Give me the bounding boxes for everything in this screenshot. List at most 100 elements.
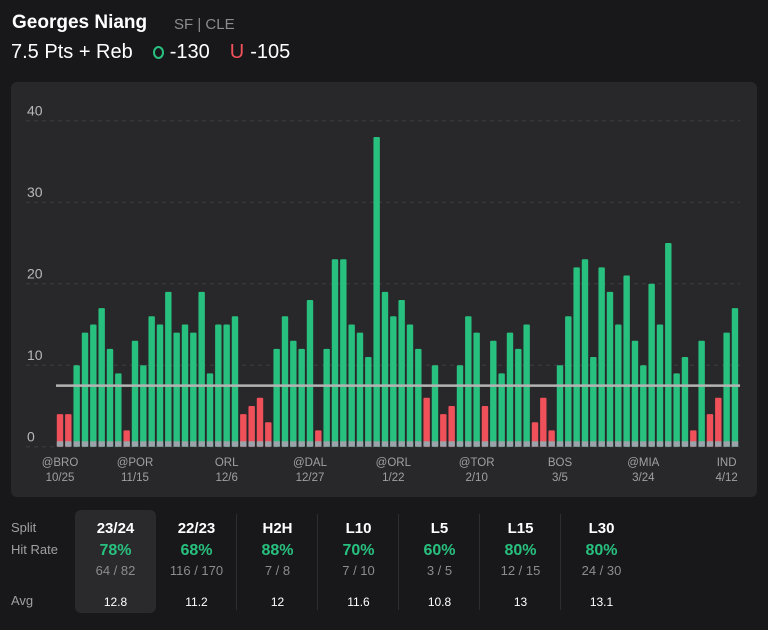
bar[interactable] [273, 348, 280, 447]
bar[interactable] [673, 373, 680, 447]
bar[interactable] [423, 397, 430, 447]
x-label-opponent: @TOR [459, 457, 495, 469]
bar[interactable] [65, 414, 72, 447]
bar[interactable] [373, 137, 380, 447]
column-divider [317, 514, 318, 610]
split-column-l5[interactable]: L5 60% 3 / 5 10.8 [399, 510, 480, 613]
bar[interactable] [573, 267, 580, 447]
bar[interactable] [623, 275, 630, 447]
average: 10.8 [427, 595, 452, 609]
bar[interactable] [240, 414, 247, 447]
split-column-l15[interactable]: L15 80% 12 / 15 13 [480, 510, 561, 613]
bar-base [198, 441, 205, 447]
bar[interactable] [106, 348, 114, 447]
bar[interactable] [190, 332, 197, 447]
hit-fraction: 3 / 5 [426, 563, 453, 578]
bar-base [106, 441, 114, 447]
bar[interactable] [248, 405, 255, 447]
bar[interactable] [540, 397, 547, 447]
bar[interactable] [281, 316, 289, 447]
over-odds[interactable]: -130 [152, 41, 210, 64]
bar[interactable] [706, 414, 714, 447]
bar[interactable] [648, 283, 655, 447]
bar[interactable] [565, 316, 572, 447]
player-team: SF | CLE [174, 16, 235, 33]
bar[interactable] [456, 365, 464, 447]
bar[interactable] [590, 357, 597, 447]
bar[interactable] [115, 373, 122, 447]
bar[interactable] [506, 332, 514, 447]
split-column-l30[interactable]: L30 80% 24 / 30 13.1 [561, 510, 642, 613]
bar[interactable] [173, 332, 180, 447]
bar[interactable] [398, 300, 405, 447]
hit-rate: 78% [99, 542, 132, 559]
bar[interactable] [731, 308, 739, 447]
bar-base [356, 441, 364, 447]
hit-rate: 68% [180, 542, 213, 559]
bar[interactable] [631, 340, 639, 447]
bar[interactable] [681, 357, 689, 447]
column-divider [236, 514, 237, 610]
bar[interactable] [265, 422, 272, 447]
bar[interactable] [465, 316, 472, 447]
bar[interactable] [306, 300, 314, 447]
average: 12.8 [103, 595, 128, 609]
bar[interactable] [298, 348, 305, 447]
split-column-22-23[interactable]: 22/23 68% 116 / 170 11.2 [156, 510, 237, 613]
bar[interactable] [640, 365, 647, 447]
bar[interactable] [323, 348, 330, 447]
x-label-opponent: IND [717, 457, 737, 469]
bar[interactable] [256, 397, 264, 447]
bar[interactable] [665, 242, 672, 447]
prop-line: 7.5 Pts + Reb -130 U -105 [11, 41, 290, 64]
bar[interactable] [148, 316, 155, 447]
bar[interactable] [290, 340, 297, 447]
bar[interactable] [498, 373, 505, 447]
bar-base [481, 441, 489, 447]
bar[interactable] [131, 340, 139, 447]
split-column-h2h[interactable]: H2H 88% 7 / 8 12 [237, 510, 318, 613]
bar[interactable] [56, 414, 64, 447]
bar[interactable] [581, 259, 589, 447]
bar-base [590, 441, 597, 447]
prop-label: 7.5 Pts + Reb [11, 41, 133, 63]
bar[interactable] [556, 365, 564, 447]
bar[interactable] [448, 405, 455, 447]
bar[interactable] [198, 291, 205, 447]
bar[interactable] [723, 332, 730, 447]
bar[interactable] [606, 291, 614, 447]
bar[interactable] [98, 308, 105, 447]
bar[interactable] [140, 365, 147, 447]
bar-base [290, 441, 297, 447]
bar[interactable] [165, 291, 172, 447]
bar[interactable] [473, 332, 480, 447]
bar[interactable] [390, 316, 397, 447]
bar[interactable] [531, 422, 539, 447]
bar[interactable] [381, 291, 389, 447]
average: 13.1 [589, 595, 614, 609]
under-odds[interactable]: U -105 [230, 41, 290, 64]
bar[interactable] [598, 267, 605, 447]
bar[interactable] [340, 259, 347, 447]
bar[interactable] [698, 340, 705, 447]
bar[interactable] [73, 365, 80, 447]
bar[interactable] [481, 405, 489, 447]
x-label-date: 10/25 [46, 472, 75, 484]
bar[interactable] [231, 316, 239, 447]
bar-base [506, 441, 514, 447]
bar[interactable] [440, 414, 447, 447]
bar[interactable] [331, 259, 339, 447]
bar[interactable] [206, 373, 214, 447]
split-column-l10[interactable]: L10 70% 7 / 10 11.6 [318, 510, 399, 613]
bar-base [281, 441, 289, 447]
bar-base [365, 441, 372, 447]
bar[interactable] [715, 397, 722, 447]
bar[interactable] [81, 332, 89, 447]
bar[interactable] [515, 348, 522, 447]
bar[interactable] [431, 365, 439, 447]
bar[interactable] [365, 357, 372, 447]
split-column-23-24[interactable]: 23/24 78% 64 / 82 12.8 [75, 510, 156, 613]
bar[interactable] [356, 332, 364, 447]
bar[interactable] [415, 348, 422, 447]
bar[interactable] [490, 340, 497, 447]
